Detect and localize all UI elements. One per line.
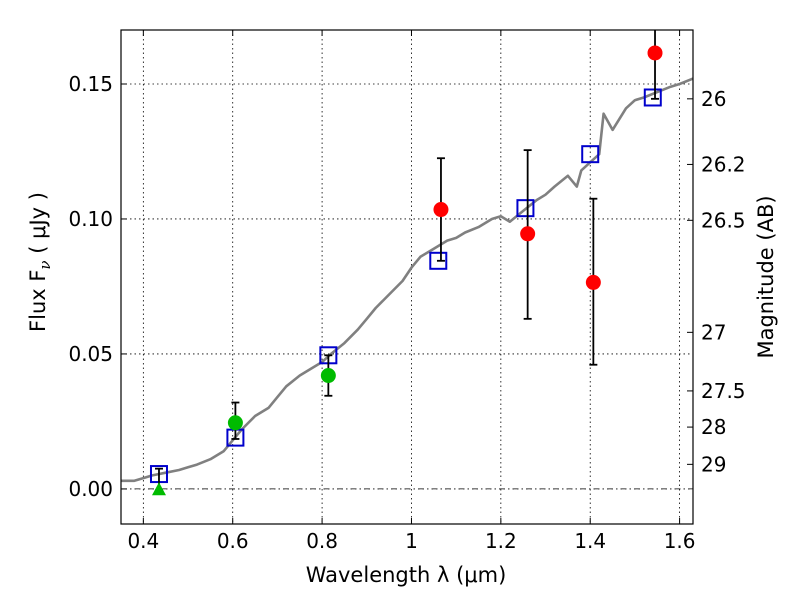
detections-layer [151,45,663,496]
x-tick-labels: 0.4 0.6 0.8 1 1.2 1.4 1.6 [127,529,695,553]
y-tick-labels: 0.00 0.05 0.10 0.15 [68,72,113,501]
x-tick-label: 0.6 [217,529,249,553]
green-detection-point [320,368,336,384]
model-photometry-square [429,251,448,270]
y2-tick-label: 26 [701,87,726,111]
y2-tick-label: 28 [701,415,726,439]
y-axis-label-unit: ( μJy ) [26,192,50,260]
model-sed-layer [121,77,694,483]
red-detection-point [647,45,663,61]
x-tick-label: 1.4 [574,529,606,553]
y-tick-label: 0.10 [68,207,113,231]
model-photometry-square [581,145,600,164]
y-axis-label: Flux Fν ( μJy ) [26,192,54,332]
y2-tick-labels: 26 26.2 26.5 27 27.5 28 29 [701,87,746,477]
x-axis-label: Wavelength λ (μm) [306,563,507,587]
model-photometry-square [516,199,535,218]
ticks [121,30,693,524]
red-detection-point [585,274,601,290]
red-detection-point [433,202,449,218]
y-tick-label: 0.00 [68,477,113,501]
y2-tick-label: 27.5 [701,379,746,403]
y-tick-label: 0.15 [68,72,113,96]
x-tick-label: 0.8 [306,529,338,553]
model-photometry-square [643,88,662,107]
model-sed-line [121,77,694,483]
y-tick-label: 0.05 [68,342,113,366]
green-detection-point [227,415,243,431]
y2-axis-label: Magnitude (AB) [754,195,778,358]
y2-tick-label: 26.5 [701,208,746,232]
y-axis-label-main: Flux F [26,270,50,332]
plot-area [121,30,693,524]
upper-limit-triangle [151,482,166,496]
x-tick-label: 0.4 [127,529,159,553]
y2-tick-label: 27 [701,320,726,344]
axes-frame [120,29,694,525]
y-axis-label-subscript: ν [36,260,54,269]
x-tick-label: 1 [405,529,418,553]
x-tick-label: 1.6 [664,529,696,553]
y2-tick-label: 26.2 [701,152,746,176]
red-detection-point [520,226,536,242]
y2-tick-label: 29 [701,452,726,476]
x-tick-label: 1.2 [485,529,517,553]
